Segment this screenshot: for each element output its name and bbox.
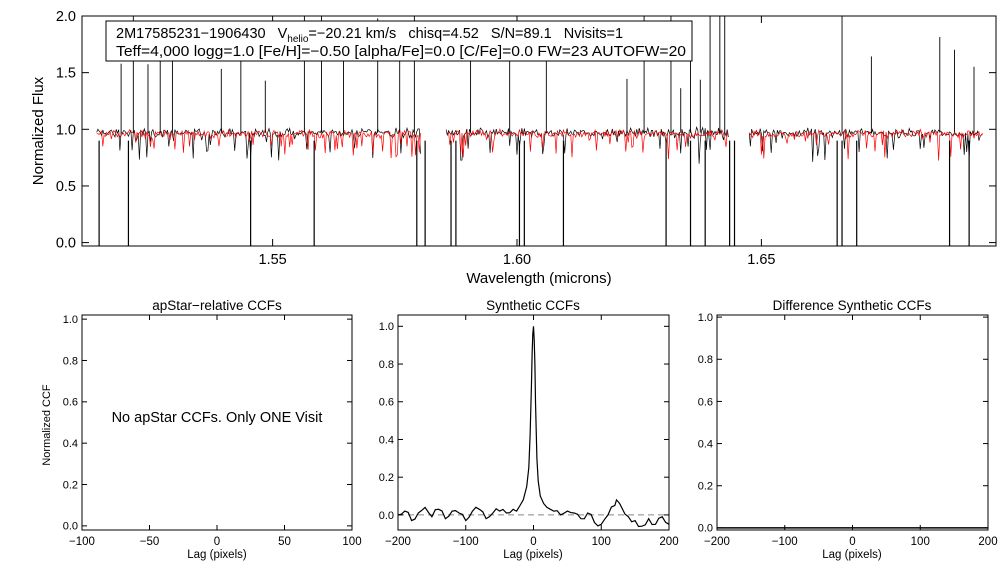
y-tick-label: 0.0 (56, 236, 76, 252)
apstar-ccf-title: apStar−relative CCFs (152, 298, 282, 313)
y-tick-label: 1.0 (698, 312, 713, 324)
x-tick-label: 0 (849, 536, 855, 548)
y-tick-label: 0.8 (63, 355, 78, 367)
y-tick-label: 0.2 (698, 481, 713, 493)
x-tick-label: −50 (140, 536, 160, 548)
x-tick-label: 100 (592, 536, 611, 548)
spectrum-info-line1: 2M17585231−1906430 Vhelio=−20.21 km/s ch… (116, 26, 623, 45)
y-tick-label: 0.6 (379, 397, 394, 409)
x-tick-label: 200 (659, 536, 678, 548)
x-tick-label: 0 (530, 536, 536, 548)
synthetic-ccf-title: Synthetic CCFs (486, 298, 580, 313)
model-spectrum-line (96, 128, 421, 159)
y-tick-label: 0.0 (379, 510, 394, 522)
x-tick-label: 100 (342, 536, 361, 548)
spectrum-ylabel: Normalized Flux (30, 76, 47, 185)
y-tick-label: 0.5 (56, 179, 76, 195)
vhelio-subscript: helio (287, 34, 309, 45)
snr-value: S/N=89.1 (491, 26, 552, 42)
stellar-params-line: Teff=4,000 logg=1.0 [Fe/H]=−0.50 [alpha/… (116, 44, 686, 60)
difference-ccf-panel: −200 −100 0 100 200 0.0 0.2 0.4 0.6 0.8 1.0 Differ… (698, 298, 998, 561)
star-id: 2M17585231−1906430 (116, 26, 266, 42)
spectrum-info-box (105, 20, 693, 62)
y-tick-label: 0.2 (63, 479, 78, 491)
x-tick-label: 1.55 (259, 252, 287, 268)
chisq-value: chisq=4.52 (408, 26, 479, 42)
spectrum-panel: 1.55 1.60 1.65 0.0 0.5 1.0 1.5 2.0 Wavelength (… (30, 9, 997, 287)
y-tick-label: 0.4 (379, 434, 394, 446)
y-tick-label: 0.4 (63, 438, 78, 450)
spectrum-ticks: 1.55 1.60 1.65 0.0 0.5 1.0 1.5 2.0 (56, 9, 996, 268)
y-tick-label: 0.6 (63, 397, 78, 409)
model-spectrum-line (445, 128, 729, 160)
vhelio-label: V (278, 26, 288, 42)
apstar-ccf-xlabel: Lag (pixels) (187, 549, 247, 561)
x-tick-label: 50 (278, 536, 291, 548)
spectrum-frame (81, 15, 997, 247)
y-tick-label: 0.8 (379, 359, 394, 371)
y-tick-label: 0.0 (698, 523, 713, 535)
y-tick-label: 0.8 (698, 354, 713, 366)
x-tick-label: 200 (978, 536, 997, 548)
observed-spectrum-line (96, 126, 421, 161)
synthetic-ccf-line (397, 326, 670, 528)
apstar-ccf-ticks: −100 −50 0 50 100 0.0 0.2 0.4 0.6 0.8 1.0 (63, 314, 362, 548)
spectrum-xlabel: Wavelength (microns) (466, 270, 611, 287)
nvisits-value: Nvisits=1 (564, 26, 623, 42)
apstar-ccf-ylabel: Normalized CCF (41, 384, 53, 466)
y-tick-label: 0.4 (698, 438, 713, 450)
synthetic-ccf-traces (397, 326, 670, 528)
vhelio-value: =−20.21 km/s (308, 26, 396, 42)
x-tick-label: −200 (385, 536, 411, 548)
y-tick-label: 0.0 (63, 521, 78, 533)
y-tick-label: 1.0 (63, 314, 78, 326)
difference-ccf-ticks: −200 −100 0 100 200 0.0 0.2 0.4 0.6 0.8 1.0 (698, 312, 998, 548)
synthetic-ccf-panel: −200 −100 0 100 200 0.0 0.2 0.4 0.6 0.8 1.0 Synthe… (379, 298, 679, 561)
x-tick-label: −100 (453, 536, 479, 548)
y-tick-label: 0.2 (379, 472, 394, 484)
x-tick-label: 100 (911, 536, 930, 548)
difference-ccf-title: Difference Synthetic CCFs (773, 298, 932, 313)
x-tick-label: 0 (214, 536, 220, 548)
x-tick-label: −100 (772, 536, 798, 548)
y-tick-label: 0.6 (698, 396, 713, 408)
x-tick-label: 1.60 (503, 252, 531, 268)
y-tick-label: 1.5 (56, 66, 76, 82)
x-tick-label: −200 (704, 536, 730, 548)
model-spectrum-line (748, 128, 983, 161)
observed-spectrum-line (445, 125, 729, 164)
x-tick-label: 1.65 (747, 252, 775, 268)
synthetic-ccf-xlabel: Lag (pixels) (503, 549, 563, 561)
no-apstar-note: No apStar CCFs. Only ONE Visit (112, 410, 323, 426)
synthetic-ccf-ticks: −200 −100 0 100 200 0.0 0.2 0.4 0.6 0.8 1.0 (379, 315, 679, 548)
y-tick-label: 2.0 (56, 9, 76, 25)
x-tick-label: −100 (69, 536, 95, 548)
difference-ccf-xlabel: Lag (pixels) (822, 549, 882, 561)
apstar-ccf-panel: −100 −50 0 50 100 0.0 0.2 0.4 0.6 0.8 1.0 apStar−r… (41, 298, 362, 561)
y-tick-label: 1.0 (56, 122, 76, 138)
y-tick-label: 1.0 (379, 321, 394, 333)
